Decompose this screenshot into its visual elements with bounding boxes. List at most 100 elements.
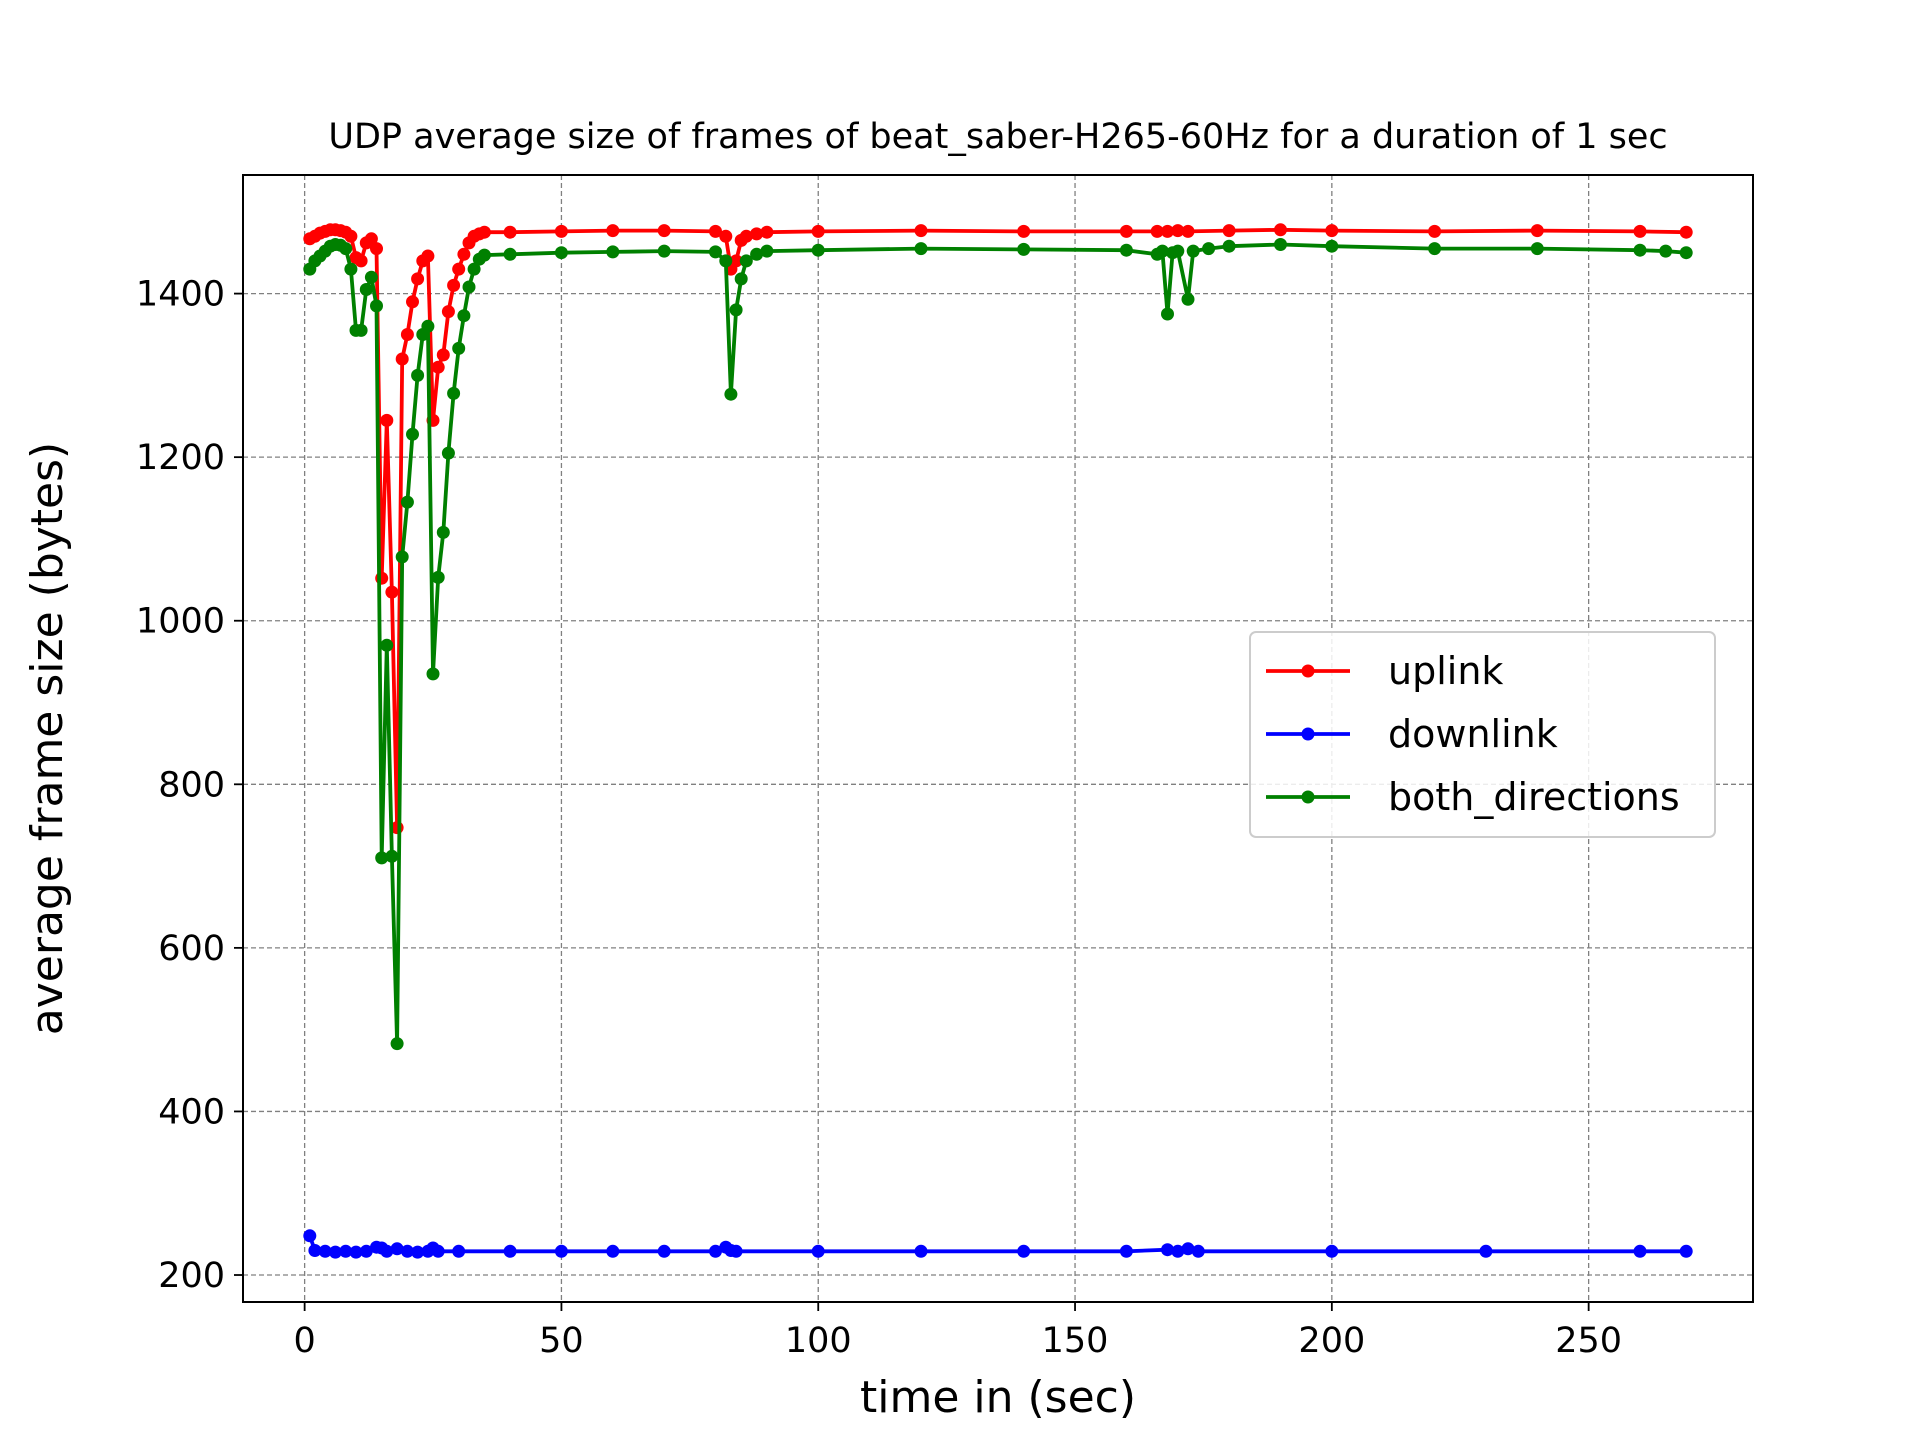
data-point — [1017, 224, 1031, 238]
data-point — [400, 328, 414, 341]
data-point — [436, 348, 450, 362]
data-point — [739, 254, 753, 268]
data-point — [914, 224, 928, 238]
data-point — [447, 278, 461, 292]
data-point — [457, 247, 471, 261]
data-point — [724, 387, 738, 401]
x-axis-title: time in (sec) — [860, 1372, 1136, 1423]
data-point — [657, 224, 671, 238]
data-point — [760, 225, 774, 239]
data-point — [370, 242, 383, 256]
data-point — [1633, 1244, 1647, 1258]
data-point — [339, 242, 353, 256]
data-point — [390, 1242, 404, 1256]
data-point — [554, 246, 568, 260]
data-point — [1017, 1244, 1031, 1258]
legend-swatch-marker — [1301, 727, 1315, 741]
y-tick-label: 1400 — [136, 275, 225, 315]
data-point — [1659, 244, 1673, 258]
data-point — [1171, 244, 1185, 258]
legend-label: downlink — [1388, 712, 1558, 756]
data-point — [441, 446, 455, 460]
data-point — [1119, 243, 1133, 257]
data-point — [1119, 1244, 1133, 1258]
data-point — [734, 272, 748, 286]
y-axis-title: average frame size (bytes) — [22, 442, 73, 1035]
data-point — [344, 262, 358, 276]
data-point — [477, 248, 491, 262]
data-point — [503, 225, 517, 239]
data-point — [349, 1245, 363, 1259]
data-point — [1679, 246, 1693, 260]
data-point — [447, 386, 461, 400]
data-point — [385, 585, 399, 599]
data-point — [380, 413, 394, 427]
data-point — [709, 224, 722, 238]
data-point — [375, 851, 389, 865]
data-point — [1186, 244, 1200, 258]
plot-area-frame — [242, 174, 1754, 1303]
data-point — [729, 254, 743, 268]
data-point — [344, 229, 358, 243]
data-point — [503, 1244, 517, 1258]
y-tick-label: 800 — [158, 765, 225, 805]
data-point — [554, 1244, 568, 1258]
data-point — [1633, 224, 1647, 238]
data-point — [1274, 223, 1287, 237]
data-point — [1222, 239, 1236, 253]
x-tick-label: 250 — [1555, 1321, 1622, 1361]
data-point — [452, 262, 466, 276]
legend-swatch-marker — [1301, 664, 1315, 678]
legend-label: uplink — [1388, 649, 1503, 693]
data-point — [811, 243, 825, 257]
data-point — [1479, 1244, 1493, 1258]
data-point — [467, 262, 481, 276]
data-point — [1181, 1242, 1195, 1256]
y-tick-label: 1000 — [136, 602, 225, 642]
data-point — [364, 270, 378, 284]
data-point — [1161, 224, 1174, 238]
data-point — [421, 319, 435, 333]
data-point — [1171, 224, 1185, 238]
data-point — [1155, 244, 1169, 258]
data-point — [811, 1244, 825, 1258]
legend-item-downlink: downlink — [1266, 712, 1558, 756]
data-point — [462, 280, 476, 294]
data-point — [914, 242, 928, 256]
data-point — [436, 525, 450, 539]
data-point — [431, 570, 445, 584]
data-point — [406, 295, 419, 309]
data-point — [1428, 242, 1442, 256]
legend: uplink downlink both_directions — [1249, 631, 1716, 838]
data-point — [709, 245, 722, 259]
data-point — [426, 667, 440, 681]
data-point — [719, 229, 733, 243]
data-point — [1222, 224, 1236, 238]
data-point — [400, 495, 414, 509]
data-point — [1017, 242, 1031, 256]
data-point — [709, 1244, 722, 1258]
data-point — [606, 245, 620, 259]
data-point — [1171, 1244, 1185, 1258]
data-point — [760, 244, 774, 258]
data-point — [554, 224, 568, 238]
chart-title: UDP average size of frames of beat_saber… — [328, 117, 1667, 157]
series-both_directions — [303, 238, 1693, 1051]
data-point — [308, 1244, 322, 1257]
data-point — [441, 305, 455, 319]
data-point — [395, 352, 409, 366]
data-point — [303, 1229, 317, 1243]
data-point — [359, 283, 373, 296]
data-point — [914, 1244, 928, 1258]
data-point — [452, 341, 466, 355]
data-point — [364, 232, 378, 246]
data-point — [354, 323, 368, 337]
data-point — [750, 227, 764, 241]
data-point — [1150, 224, 1164, 238]
data-point — [1325, 239, 1339, 253]
data-point — [457, 309, 471, 323]
data-point — [1161, 307, 1174, 321]
data-point — [1633, 243, 1647, 257]
data-point — [1325, 1244, 1339, 1258]
